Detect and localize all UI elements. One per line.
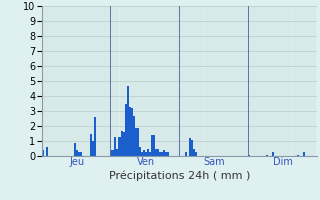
Bar [159,152,161,156]
Bar [123,132,124,156]
Bar [153,135,155,156]
Bar [155,148,157,156]
Bar [149,152,151,156]
Bar [139,147,141,156]
Bar [133,116,135,156]
Bar [145,152,147,156]
Bar [78,152,80,156]
Bar [189,138,191,156]
Bar [110,150,112,156]
X-axis label: Précipitations 24h ( mm ): Précipitations 24h ( mm ) [108,170,250,181]
Bar [115,137,116,156]
Bar [151,135,153,156]
Bar [248,155,250,156]
Bar [129,106,131,156]
Bar [74,142,76,156]
Bar [141,152,143,156]
Bar [147,148,149,156]
Bar [90,134,92,156]
Bar [76,150,78,156]
Bar [157,148,159,156]
Bar [167,152,169,156]
Bar [131,108,133,156]
Bar [191,140,193,156]
Bar [135,128,137,156]
Bar [266,155,268,156]
Bar [46,147,48,156]
Bar [80,152,82,156]
Bar [116,148,118,156]
Bar [163,150,165,156]
Bar [118,137,121,156]
Bar [196,152,197,156]
Bar [303,152,305,156]
Bar [127,86,129,156]
Bar [42,150,44,156]
Bar [137,128,139,156]
Bar [272,152,274,156]
Bar [143,150,145,156]
Bar [92,141,94,156]
Bar [297,155,299,156]
Bar [185,152,187,156]
Bar [165,152,167,156]
Bar [121,130,123,156]
Bar [112,150,115,156]
Bar [94,117,96,156]
Bar [161,152,163,156]
Bar [193,148,196,156]
Bar [124,104,127,156]
